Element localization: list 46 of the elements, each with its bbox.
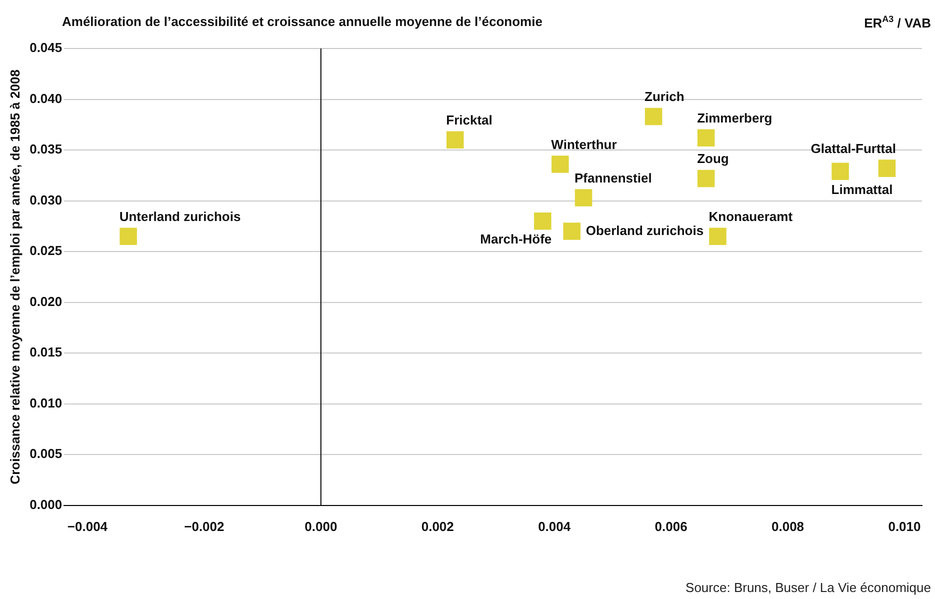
point [120, 228, 137, 245]
y-tick-label: 0.020 [30, 294, 62, 309]
annotation: Limmattal [831, 182, 893, 197]
annotation: Zoug [697, 151, 729, 166]
annotation: Zimmerberg [697, 110, 772, 126]
annotation: Oberland zurichois [586, 222, 704, 238]
y-tick-label: 0.035 [30, 142, 62, 157]
point [697, 170, 715, 188]
x-tick-label: −0.002 [184, 518, 224, 534]
point [534, 212, 552, 230]
y-axis-title: Croissance relative moyenne de l’emploi par année, de 1985 à 2008 [7, 70, 22, 484]
annotation: Pfannenstiel [574, 170, 652, 186]
point [709, 228, 726, 245]
x-tick-label: 0.006 [654, 518, 688, 534]
annotation: Glattal-Furttal [810, 140, 896, 156]
point [697, 129, 715, 146]
point [552, 156, 569, 173]
point [832, 162, 849, 180]
y-tick-label: 0.045 [30, 40, 62, 56]
annotation: Knonaueramt [708, 208, 794, 224]
annotation: Winterthur [551, 136, 617, 152]
y-tick-label: 0.040 [30, 90, 62, 106]
annotation: March-Höfe [480, 232, 552, 247]
chart-title: Amélioration de l’accessibilité et croissance annuelle moyenne de l’économie [62, 14, 542, 29]
y-tick-label: 0.015 [30, 344, 62, 360]
point [644, 108, 662, 126]
x-tick-label: 0.000 [304, 518, 338, 534]
point [574, 189, 592, 206]
point [446, 131, 464, 149]
x-tick-label: 0.010 [888, 518, 921, 534]
x-tick-label: 0.008 [771, 518, 804, 534]
y-tick-label: 0.000 [30, 496, 62, 512]
x-tick-label: 0.004 [538, 518, 572, 534]
source-note: Source: Bruns, Buser / La Vie économique [686, 580, 931, 595]
annotation: Fricktal [446, 112, 492, 128]
annotation: Zurich [644, 89, 684, 104]
point [878, 160, 896, 177]
y-tick-label: 0.030 [30, 192, 62, 208]
y-tick-label: 0.010 [30, 395, 62, 410]
y-tick-label: 0.025 [30, 243, 62, 258]
x-tick-label: −0.004 [67, 518, 108, 534]
annotation: Unterland zurichois [119, 208, 241, 224]
chart-subtitle: ER$^{A3}$ / VAB [864, 14, 931, 30]
x-tick-label: 0.002 [421, 518, 454, 534]
point [563, 222, 580, 240]
y-tick-label: 0.005 [30, 446, 62, 462]
